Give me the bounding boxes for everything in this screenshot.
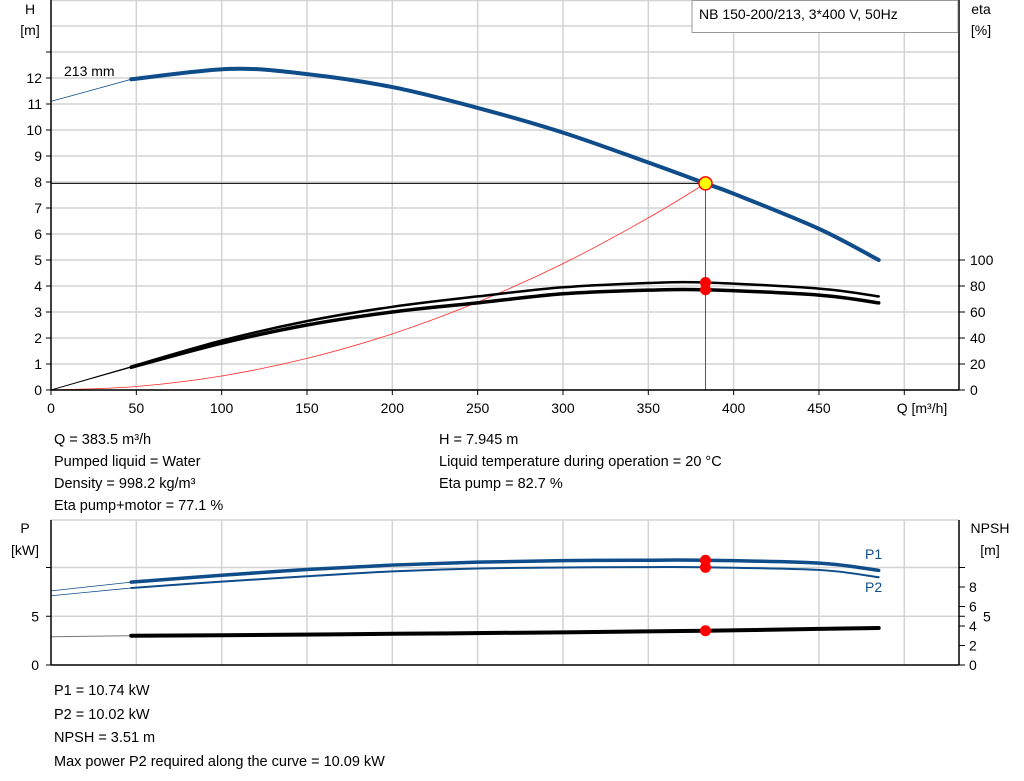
eta-tick-label: 20 xyxy=(970,356,986,372)
legend-box-text: NB 150-200/213, 3*400 V, 50Hz xyxy=(699,6,898,22)
eta-tick-label: 0 xyxy=(970,382,978,398)
q-tick-label: 150 xyxy=(295,400,319,416)
p-tick-label: 5 xyxy=(31,608,39,624)
info-h: H = 7.945 m xyxy=(439,432,519,448)
p2-curve xyxy=(130,566,880,589)
info-p1: P1 = 10.74 kW xyxy=(54,683,150,699)
npsh-marker xyxy=(699,625,711,637)
head-curve-extrapolated xyxy=(50,78,132,102)
duty-point-markers xyxy=(698,176,713,637)
p-axis-label: P xyxy=(20,520,29,536)
legend-box xyxy=(691,0,959,33)
npsh-tick-label: 4 xyxy=(969,618,977,634)
info-top-right: H = 7.945 m Liquid temperature during op… xyxy=(439,429,722,495)
info-q: Q = 383.5 m³/h xyxy=(54,432,152,448)
info-top-left: Q = 383.5 m³/h Pumped liquid = Water Den… xyxy=(54,429,223,517)
p2-series-label: P2 xyxy=(865,579,882,595)
p-tick-label: 0 xyxy=(31,657,39,673)
h-tick-label: 9 xyxy=(34,148,42,164)
npsh-tick-label: 0 xyxy=(969,657,977,673)
system-curve xyxy=(50,183,706,391)
npsh-axis-label: NPSH xyxy=(971,520,1010,536)
npsh-tick-label: 6 xyxy=(969,599,977,615)
curves xyxy=(50,66,881,638)
npsh-tick-label: 8 xyxy=(969,579,977,595)
eta-tick-label: 100 xyxy=(970,252,994,268)
h-tick-label: 3 xyxy=(34,304,42,320)
npsh-tick-label: 5 xyxy=(983,608,991,624)
duty-point-marker xyxy=(698,176,713,191)
eta-pump-motor-marker xyxy=(699,284,711,296)
q-tick-label: 0 xyxy=(47,400,55,416)
npsh-axis-unit: [m] xyxy=(980,542,999,558)
info-p2: P2 = 10.02 kW xyxy=(54,706,150,723)
info-max-p2: Max power P2 required along the curve = … xyxy=(54,753,385,770)
p2-curve-extrapolated xyxy=(50,587,132,597)
q-tick-label: 100 xyxy=(210,400,234,416)
info-density: Density = 998.2 kg/m³ xyxy=(54,476,196,492)
eta-tick-label: 40 xyxy=(970,330,986,346)
h-axis-label: H xyxy=(25,1,35,17)
q-axis-label: Q [m³/h] xyxy=(897,400,948,416)
q-tick-label: 200 xyxy=(381,400,405,416)
q-tick-label: 450 xyxy=(807,400,831,416)
eta-tick-label: 80 xyxy=(970,278,986,294)
info-npsh: NPSH = 3.51 m xyxy=(54,730,156,746)
q-tick-label: 350 xyxy=(637,400,661,416)
p1-curve xyxy=(129,558,881,584)
q-tick-label: 250 xyxy=(466,400,490,416)
h-tick-label: 11 xyxy=(27,96,42,112)
info-liquid: Pumped liquid = Water xyxy=(54,454,201,470)
q-tick-label: 400 xyxy=(722,400,746,416)
info-eta-pump-motor: Eta pump+motor = 77.1 % xyxy=(54,498,224,514)
npsh-curve xyxy=(129,625,881,638)
h-tick-label: 5 xyxy=(34,252,42,268)
p1-series-label: P1 xyxy=(865,546,882,562)
head-curve xyxy=(129,66,881,262)
npsh-curve-extrapolated xyxy=(50,635,132,638)
eta-pump-motor-curve xyxy=(129,287,881,369)
p2-marker xyxy=(699,561,711,573)
grid xyxy=(51,0,959,665)
h-tick-label: 6 xyxy=(34,226,42,242)
p1-curve-extrapolated xyxy=(50,581,132,592)
h-tick-label: 10 xyxy=(26,122,42,138)
h-tick-label: 12 xyxy=(26,70,42,86)
axis-labels: H [m] eta [%] Q [m³/h] 213 mm NB 150-200… xyxy=(11,0,1010,595)
h-tick-label: 8 xyxy=(34,174,42,190)
info-temperature: Liquid temperature during operation = 20… xyxy=(439,454,722,470)
info-eta-pump: Eta pump = 82.7 % xyxy=(439,476,563,492)
eta-axis-label: eta xyxy=(971,1,991,17)
q-tick-label: 50 xyxy=(129,400,145,416)
h-tick-label: 7 xyxy=(34,200,42,216)
h-tick-label: 0 xyxy=(34,382,42,398)
h-tick-label: 1 xyxy=(34,356,42,372)
curve-label-213mm: 213 mm xyxy=(64,63,115,79)
eta-pump-motor-curve-extrapolated xyxy=(50,366,132,391)
eta-axis-unit: [%] xyxy=(971,22,991,38)
p-axis-unit: [kW] xyxy=(11,542,39,558)
eta-tick-label: 60 xyxy=(970,304,986,320)
info-bottom: P1 = 10.74 kW P2 = 10.02 kW NPSH = 3.51 … xyxy=(54,680,385,774)
eta-pump-curve xyxy=(129,280,880,368)
h-tick-label: 4 xyxy=(34,278,42,294)
h-tick-label: 2 xyxy=(34,330,42,346)
q-tick-label: 300 xyxy=(551,400,575,416)
npsh-tick-label: 2 xyxy=(969,638,977,654)
h-axis-unit: [m] xyxy=(20,22,39,38)
